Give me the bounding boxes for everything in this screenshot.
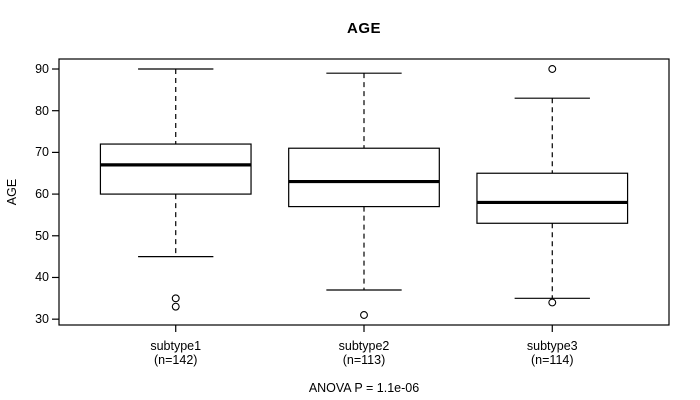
outlier-point-subtype2	[360, 311, 368, 319]
y-tick-label: 30	[35, 312, 49, 327]
y-tick-label: 80	[35, 103, 49, 118]
category-name: subtype3	[526, 339, 578, 353]
outlier-point-subtype1	[171, 302, 180, 311]
y-tick-label: 60	[35, 187, 49, 202]
y-tick-label: 90	[35, 62, 49, 76]
anova-annotation: ANOVA P = 1.1e-06	[308, 381, 420, 395]
x-category-label-subtype3: subtype3 (n=114)	[477, 339, 627, 367]
iqr-box-subtype1	[99, 143, 252, 195]
outlier-point-subtype3	[548, 298, 557, 307]
outlier-point-subtype3	[548, 65, 557, 73]
outlier-point-subtype1	[171, 294, 180, 303]
category-name: subtype1	[150, 339, 202, 353]
iqr-box-subtype3	[476, 172, 629, 224]
y-tick-label: 40	[35, 270, 49, 285]
category-count: (n=114)	[531, 352, 574, 367]
category-count: (n=142)	[154, 352, 198, 367]
y-tick-label: 50	[35, 228, 49, 243]
y-tick-label: 70	[35, 145, 49, 160]
iqr-box-subtype2	[288, 147, 440, 208]
category-count: (n=113)	[342, 352, 386, 367]
chart-title: AGE	[346, 20, 381, 37]
category-name: subtype2	[338, 339, 390, 353]
x-category-label-subtype2: subtype2 (n=113)	[289, 339, 439, 367]
x-category-label-subtype1: subtype1 (n=142)	[101, 339, 251, 367]
